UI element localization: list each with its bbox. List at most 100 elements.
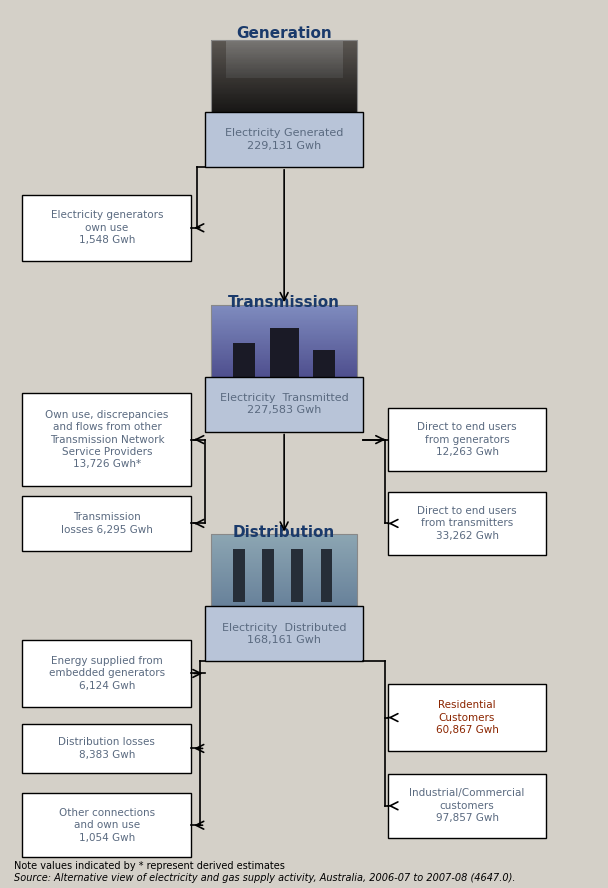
Bar bbox=[211, 375, 358, 377]
Bar bbox=[269, 328, 299, 380]
Bar bbox=[226, 52, 343, 54]
Bar bbox=[211, 359, 358, 360]
FancyBboxPatch shape bbox=[389, 685, 546, 750]
Bar bbox=[211, 61, 358, 63]
Text: Distribution losses
8,383 Gwh: Distribution losses 8,383 Gwh bbox=[58, 737, 155, 759]
Bar bbox=[211, 586, 358, 587]
Bar bbox=[211, 366, 358, 368]
Text: Transmission
losses 6,295 Gwh: Transmission losses 6,295 Gwh bbox=[61, 512, 153, 535]
Bar bbox=[211, 546, 358, 547]
Bar bbox=[211, 319, 358, 320]
Bar bbox=[211, 58, 358, 59]
Bar bbox=[211, 362, 358, 364]
Bar bbox=[211, 326, 358, 328]
Bar bbox=[211, 66, 358, 67]
Bar bbox=[211, 592, 358, 593]
Bar bbox=[211, 346, 358, 347]
Bar bbox=[211, 568, 358, 569]
Bar bbox=[211, 94, 358, 95]
Bar bbox=[211, 603, 358, 605]
Bar bbox=[211, 313, 358, 315]
Bar bbox=[211, 349, 358, 350]
Bar bbox=[211, 543, 358, 544]
Bar bbox=[211, 593, 358, 594]
Bar bbox=[211, 575, 358, 577]
Bar bbox=[226, 60, 343, 61]
Bar bbox=[211, 591, 358, 592]
Bar bbox=[211, 78, 358, 79]
Bar bbox=[211, 305, 358, 306]
Bar bbox=[211, 590, 358, 591]
Bar bbox=[211, 337, 358, 338]
Bar bbox=[226, 61, 343, 63]
Bar bbox=[211, 315, 358, 316]
Text: Other connections
and own use
1,054 Gwh: Other connections and own use 1,054 Gwh bbox=[59, 808, 155, 843]
Bar bbox=[211, 316, 358, 318]
Bar bbox=[211, 539, 358, 541]
Bar bbox=[226, 55, 343, 57]
Bar bbox=[211, 360, 358, 361]
Bar bbox=[211, 44, 358, 45]
Bar bbox=[211, 374, 358, 375]
Bar bbox=[226, 73, 343, 74]
Bar bbox=[211, 594, 358, 596]
Bar bbox=[226, 69, 343, 70]
Bar bbox=[211, 57, 358, 58]
FancyBboxPatch shape bbox=[389, 492, 546, 555]
Bar bbox=[211, 109, 358, 110]
Bar bbox=[211, 581, 358, 582]
Bar bbox=[211, 355, 358, 356]
Bar bbox=[211, 369, 358, 370]
Bar bbox=[211, 544, 358, 546]
Bar bbox=[211, 566, 358, 567]
Bar bbox=[211, 370, 358, 371]
Bar bbox=[211, 373, 358, 374]
Bar bbox=[211, 361, 358, 362]
Bar bbox=[211, 537, 358, 538]
Bar bbox=[211, 320, 358, 321]
Bar bbox=[211, 322, 358, 324]
Bar bbox=[211, 547, 358, 548]
Bar bbox=[211, 584, 358, 586]
Bar bbox=[226, 57, 343, 58]
Bar bbox=[211, 84, 358, 85]
Bar bbox=[211, 335, 358, 337]
Bar bbox=[211, 74, 358, 75]
Bar bbox=[211, 112, 358, 113]
Bar bbox=[226, 49, 343, 51]
Text: Industrial/Commercial
customers
97,857 Gwh: Industrial/Commercial customers 97,857 G… bbox=[409, 789, 525, 823]
Bar bbox=[262, 550, 274, 602]
Text: Residential
Customers
60,867 Gwh: Residential Customers 60,867 Gwh bbox=[435, 700, 499, 735]
Bar bbox=[226, 44, 343, 45]
Bar bbox=[211, 43, 358, 44]
Bar bbox=[211, 45, 358, 46]
Bar bbox=[211, 318, 358, 319]
Bar bbox=[211, 341, 358, 343]
Bar bbox=[291, 550, 303, 602]
Bar bbox=[211, 559, 358, 560]
Bar bbox=[211, 40, 358, 42]
Bar bbox=[226, 76, 343, 78]
Bar bbox=[226, 75, 343, 76]
Bar bbox=[211, 52, 358, 54]
Bar bbox=[226, 63, 343, 64]
Bar bbox=[226, 40, 343, 42]
FancyBboxPatch shape bbox=[22, 393, 192, 486]
Bar bbox=[211, 328, 358, 329]
FancyBboxPatch shape bbox=[22, 496, 192, 551]
Bar bbox=[211, 332, 358, 334]
Bar bbox=[211, 550, 358, 551]
FancyBboxPatch shape bbox=[389, 408, 546, 472]
Bar bbox=[211, 365, 358, 366]
Bar bbox=[211, 565, 358, 566]
Bar bbox=[211, 110, 358, 112]
Bar bbox=[211, 76, 358, 78]
Text: Electricity  Distributed
168,161 Gwh: Electricity Distributed 168,161 Gwh bbox=[222, 622, 347, 645]
Bar bbox=[211, 542, 358, 543]
Bar bbox=[211, 98, 358, 99]
Bar bbox=[226, 72, 343, 73]
FancyBboxPatch shape bbox=[22, 194, 192, 261]
Bar bbox=[211, 88, 358, 89]
Text: Source: Alternative view of electricity and gas supply activity, Australia, 2006: Source: Alternative view of electricity … bbox=[14, 873, 516, 884]
Bar bbox=[211, 605, 358, 606]
